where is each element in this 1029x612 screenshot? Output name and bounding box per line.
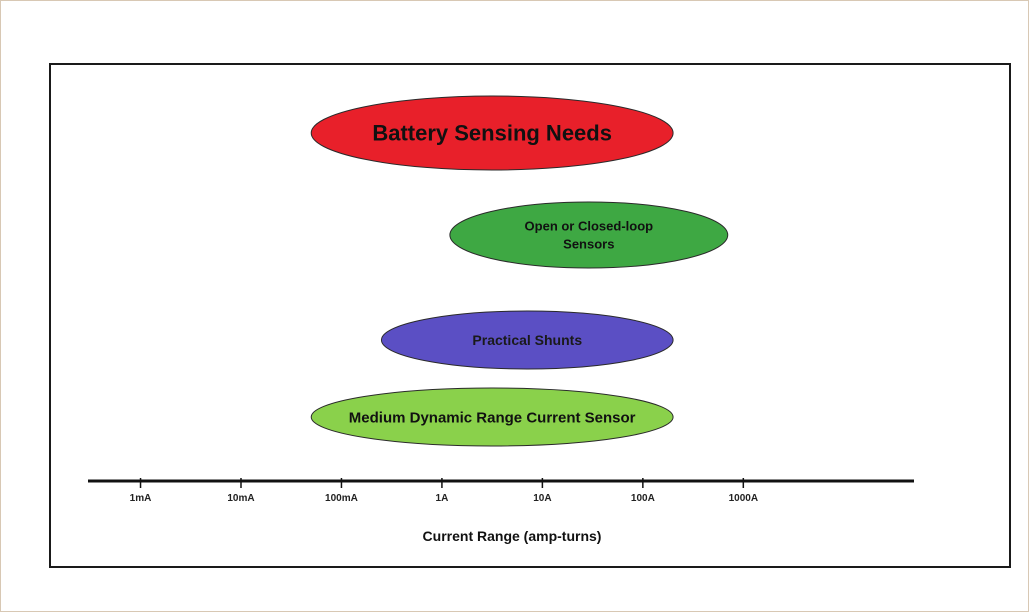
- range-ellipse: [310, 95, 674, 171]
- x-tick-label: 10A: [533, 493, 551, 504]
- x-tick-label: 100A: [631, 493, 655, 504]
- range-label: Open or Closed-loop Sensors: [525, 219, 654, 252]
- range-item: Medium Dynamic Range Current Sensor: [310, 387, 674, 447]
- range-label: Battery Sensing Needs: [372, 121, 612, 146]
- range-item: Battery Sensing Needs: [310, 95, 674, 171]
- x-tick-label: 1mA: [130, 493, 152, 504]
- x-tick-label: 1000A: [729, 493, 758, 504]
- x-tick-label: 10mA: [227, 493, 254, 504]
- range-label: Practical Shunts: [472, 332, 582, 348]
- range-ellipses: Battery Sensing Needs Open or Closed-loop…: [310, 95, 729, 447]
- range-ellipse: [449, 201, 729, 269]
- range-label-line: Sensors: [563, 237, 614, 252]
- range-ellipse: [310, 387, 674, 447]
- x-axis-label: Current Range (amp-turns): [423, 528, 602, 544]
- range-item: Practical Shunts: [380, 310, 674, 370]
- x-axis-tick-labels: 1mA 10mA 100mA 1A 10A 100A 1000A: [130, 493, 758, 504]
- x-tick-label: 100mA: [325, 493, 358, 504]
- range-item: Open or Closed-loop Sensors: [449, 201, 729, 269]
- range-ellipse: [380, 310, 674, 370]
- x-tick-label: 1A: [436, 493, 449, 504]
- range-label: Medium Dynamic Range Current Sensor: [349, 409, 636, 426]
- x-axis-ticks: [139, 478, 745, 488]
- range-label-line: Open or Closed-loop: [525, 219, 654, 234]
